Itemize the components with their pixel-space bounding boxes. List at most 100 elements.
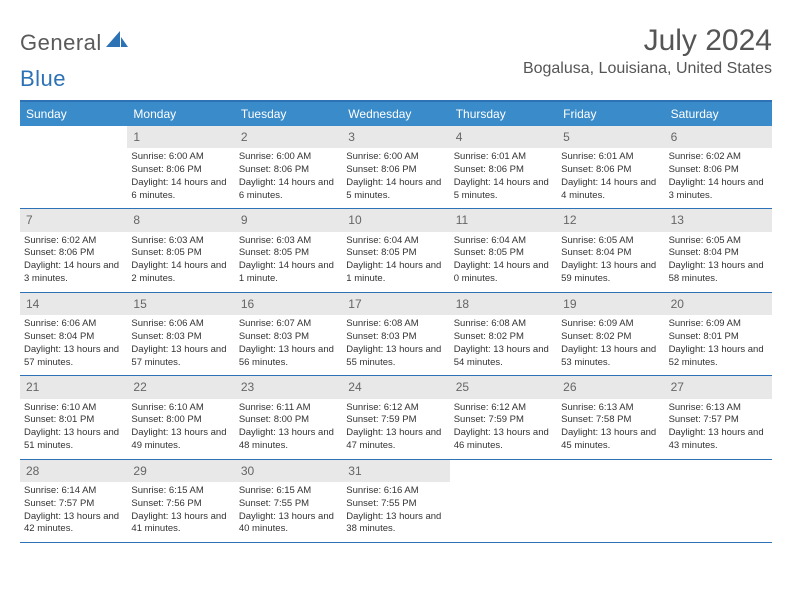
- sunrise-text: Sunrise: 6:13 AM: [561, 402, 660, 415]
- day-cell: 16Sunrise: 6:07 AMSunset: 8:03 PMDayligh…: [235, 293, 342, 375]
- day-cell: 29Sunrise: 6:15 AMSunset: 7:56 PMDayligh…: [127, 460, 234, 542]
- day-cell: 8Sunrise: 6:03 AMSunset: 8:05 PMDaylight…: [127, 209, 234, 291]
- day-number: 22: [127, 376, 234, 398]
- day-number: 7: [20, 209, 127, 231]
- day-number: 26: [557, 376, 664, 398]
- day-number: 4: [450, 126, 557, 148]
- day-number: 20: [665, 293, 772, 315]
- day-cell: [557, 460, 664, 542]
- daylight-text: Daylight: 13 hours and 57 minutes.: [24, 344, 123, 370]
- day-number: 16: [235, 293, 342, 315]
- daylight-text: Daylight: 13 hours and 59 minutes.: [561, 260, 660, 286]
- daylight-text: Daylight: 13 hours and 38 minutes.: [346, 511, 445, 537]
- daylight-text: Daylight: 14 hours and 3 minutes.: [24, 260, 123, 286]
- day-cell: 22Sunrise: 6:10 AMSunset: 8:00 PMDayligh…: [127, 376, 234, 458]
- day-number: 5: [557, 126, 664, 148]
- daylight-text: Daylight: 13 hours and 49 minutes.: [131, 427, 230, 453]
- daylight-text: Daylight: 14 hours and 6 minutes.: [131, 177, 230, 203]
- day-cell: 15Sunrise: 6:06 AMSunset: 8:03 PMDayligh…: [127, 293, 234, 375]
- day-cell: 4Sunrise: 6:01 AMSunset: 8:06 PMDaylight…: [450, 126, 557, 208]
- day-number: [450, 460, 557, 466]
- sunrise-text: Sunrise: 6:11 AM: [239, 402, 338, 415]
- day-cell: 1Sunrise: 6:00 AMSunset: 8:06 PMDaylight…: [127, 126, 234, 208]
- sunset-text: Sunset: 8:00 PM: [239, 414, 338, 427]
- sunset-text: Sunset: 8:06 PM: [131, 164, 230, 177]
- daylight-text: Daylight: 13 hours and 57 minutes.: [131, 344, 230, 370]
- sunrise-text: Sunrise: 6:05 AM: [669, 235, 768, 248]
- day-number: 13: [665, 209, 772, 231]
- day-number: [665, 460, 772, 466]
- sunset-text: Sunset: 8:06 PM: [669, 164, 768, 177]
- day-cell: 26Sunrise: 6:13 AMSunset: 7:58 PMDayligh…: [557, 376, 664, 458]
- daylight-text: Daylight: 13 hours and 45 minutes.: [561, 427, 660, 453]
- day-number: 30: [235, 460, 342, 482]
- daylight-text: Daylight: 13 hours and 53 minutes.: [561, 344, 660, 370]
- weekday-header: Friday: [557, 102, 664, 126]
- day-number: 18: [450, 293, 557, 315]
- sunrise-text: Sunrise: 6:15 AM: [239, 485, 338, 498]
- sunset-text: Sunset: 7:59 PM: [346, 414, 445, 427]
- day-number: 24: [342, 376, 449, 398]
- sunrise-text: Sunrise: 6:01 AM: [561, 151, 660, 164]
- daylight-text: Daylight: 14 hours and 3 minutes.: [669, 177, 768, 203]
- day-number: 12: [557, 209, 664, 231]
- week-row: 28Sunrise: 6:14 AMSunset: 7:57 PMDayligh…: [20, 460, 772, 543]
- sunrise-text: Sunrise: 6:04 AM: [346, 235, 445, 248]
- daylight-text: Daylight: 14 hours and 4 minutes.: [561, 177, 660, 203]
- sunrise-text: Sunrise: 6:00 AM: [131, 151, 230, 164]
- day-number: 14: [20, 293, 127, 315]
- day-cell: 11Sunrise: 6:04 AMSunset: 8:05 PMDayligh…: [450, 209, 557, 291]
- day-number: 19: [557, 293, 664, 315]
- weekday-header: Monday: [127, 102, 234, 126]
- sunset-text: Sunset: 8:03 PM: [131, 331, 230, 344]
- logo-sail-icon: [106, 31, 128, 54]
- day-number: 2: [235, 126, 342, 148]
- day-number: 23: [235, 376, 342, 398]
- title-block: July 2024 Bogalusa, Louisiana, United St…: [523, 24, 772, 78]
- sunrise-text: Sunrise: 6:08 AM: [346, 318, 445, 331]
- day-number: 9: [235, 209, 342, 231]
- day-cell: 20Sunrise: 6:09 AMSunset: 8:01 PMDayligh…: [665, 293, 772, 375]
- daylight-text: Daylight: 13 hours and 40 minutes.: [239, 511, 338, 537]
- logo: General: [20, 24, 130, 56]
- day-number: 10: [342, 209, 449, 231]
- day-cell: 14 Sunrise: 6:06 AMSunset: 8:04 PMDayligh…: [20, 293, 127, 375]
- daylight-text: Daylight: 13 hours and 52 minutes.: [669, 344, 768, 370]
- sunset-text: Sunset: 8:00 PM: [131, 414, 230, 427]
- day-number: 25: [450, 376, 557, 398]
- sunrise-text: Sunrise: 6:12 AM: [346, 402, 445, 415]
- sunset-text: Sunset: 8:01 PM: [24, 414, 123, 427]
- sunset-text: Sunset: 8:04 PM: [24, 331, 123, 344]
- daylight-text: Daylight: 13 hours and 48 minutes.: [239, 427, 338, 453]
- sunset-text: Sunset: 7:59 PM: [454, 414, 553, 427]
- daylight-text: Daylight: 13 hours and 46 minutes.: [454, 427, 553, 453]
- day-cell: 6Sunrise: 6:02 AMSunset: 8:06 PMDaylight…: [665, 126, 772, 208]
- day-cell: 19Sunrise: 6:09 AMSunset: 8:02 PMDayligh…: [557, 293, 664, 375]
- sunset-text: Sunset: 8:06 PM: [454, 164, 553, 177]
- sunset-text: Sunset: 8:01 PM: [669, 331, 768, 344]
- sunrise-text: Sunrise: 6:06 AM: [24, 318, 123, 331]
- sunrise-text: Sunrise: 6:13 AM: [669, 402, 768, 415]
- sunset-text: Sunset: 7:55 PM: [239, 498, 338, 511]
- day-number: [557, 460, 664, 466]
- sunrise-text: Sunrise: 6:14 AM: [24, 485, 123, 498]
- day-cell: 25Sunrise: 6:12 AMSunset: 7:59 PMDayligh…: [450, 376, 557, 458]
- day-number: 11: [450, 209, 557, 231]
- day-number: [20, 126, 127, 132]
- daylight-text: Daylight: 14 hours and 6 minutes.: [239, 177, 338, 203]
- logo-text-general: General: [20, 30, 102, 56]
- sunrise-text: Sunrise: 6:09 AM: [561, 318, 660, 331]
- daylight-text: Daylight: 13 hours and 43 minutes.: [669, 427, 768, 453]
- sunset-text: Sunset: 8:04 PM: [669, 247, 768, 260]
- sunrise-text: Sunrise: 6:02 AM: [669, 151, 768, 164]
- location: Bogalusa, Louisiana, United States: [523, 60, 772, 78]
- day-cell: 27Sunrise: 6:13 AMSunset: 7:57 PMDayligh…: [665, 376, 772, 458]
- sunrise-text: Sunrise: 6:06 AM: [131, 318, 230, 331]
- sunrise-text: Sunrise: 6:16 AM: [346, 485, 445, 498]
- daylight-text: Daylight: 14 hours and 5 minutes.: [454, 177, 553, 203]
- sunrise-text: Sunrise: 6:10 AM: [24, 402, 123, 415]
- sunset-text: Sunset: 7:55 PM: [346, 498, 445, 511]
- month-title: July 2024: [523, 24, 772, 58]
- day-number: 17: [342, 293, 449, 315]
- day-number: 28: [20, 460, 127, 482]
